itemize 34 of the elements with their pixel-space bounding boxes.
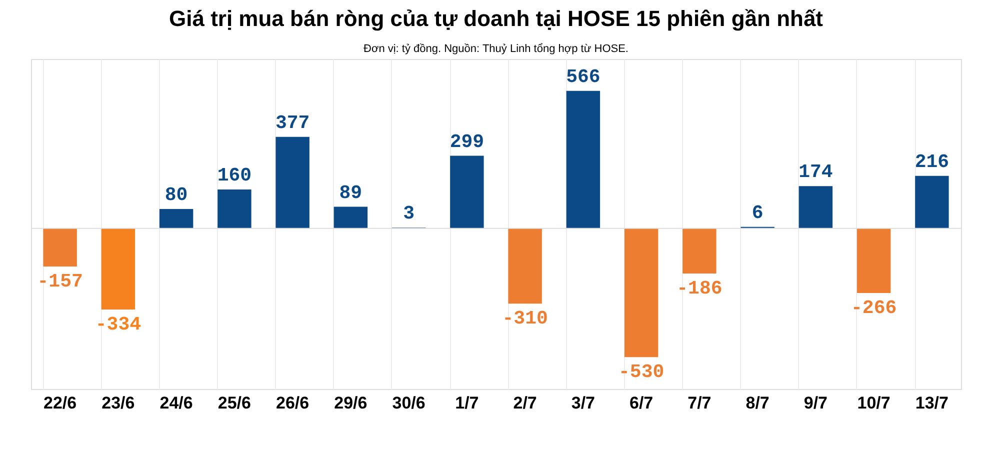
- x-tick-label: 2/7: [513, 394, 537, 412]
- x-tick-label: 13/7: [915, 394, 948, 412]
- data-label: 566: [566, 66, 600, 88]
- data-label: 377: [275, 112, 310, 134]
- data-label: 216: [914, 150, 950, 173]
- data-label: 174: [798, 161, 833, 184]
- x-tick-label: 7/7: [688, 394, 712, 412]
- x-tick-label: 9/7: [804, 394, 828, 412]
- x-tick-label: 8/7: [746, 394, 770, 412]
- x-tick-label: 10/7: [857, 394, 890, 412]
- chart-subtitle: Đơn vị: tỷ đồng. Nguồn: Thuỷ Linh tổng hợp từ HOSE.: [364, 43, 628, 55]
- x-tick-label: 23/6: [102, 394, 135, 412]
- data-label: -186: [676, 278, 722, 300]
- chart-title: Giá trị mua bán ròng của tự doanh tại HOSE 15 phiên gần nhất: [168, 6, 824, 31]
- x-tick-label: 25/6: [218, 394, 251, 412]
- data-label: -310: [502, 308, 548, 330]
- x-tick-label: 26/6: [276, 394, 310, 412]
- data-label: -266: [851, 296, 897, 319]
- data-label: -157: [37, 270, 83, 292]
- data-label: 3: [403, 202, 415, 225]
- x-tick-label: 30/6: [392, 394, 426, 412]
- data-label: -334: [95, 313, 141, 336]
- data-label: 160: [217, 164, 252, 187]
- x-tick-label: 6/7: [629, 394, 654, 412]
- x-tick-label: 3/7: [571, 394, 596, 412]
- x-tick-label: 29/6: [334, 394, 368, 412]
- x-tick-label: 1/7: [455, 394, 479, 412]
- data-label: 80: [164, 184, 188, 206]
- data-label: 299: [450, 130, 484, 153]
- data-label: 89: [339, 182, 362, 204]
- x-tick-label: 24/6: [160, 394, 193, 412]
- data-label: -530: [618, 361, 664, 384]
- data-label: 6: [752, 202, 764, 224]
- x-tick-label: 22/6: [44, 394, 77, 412]
